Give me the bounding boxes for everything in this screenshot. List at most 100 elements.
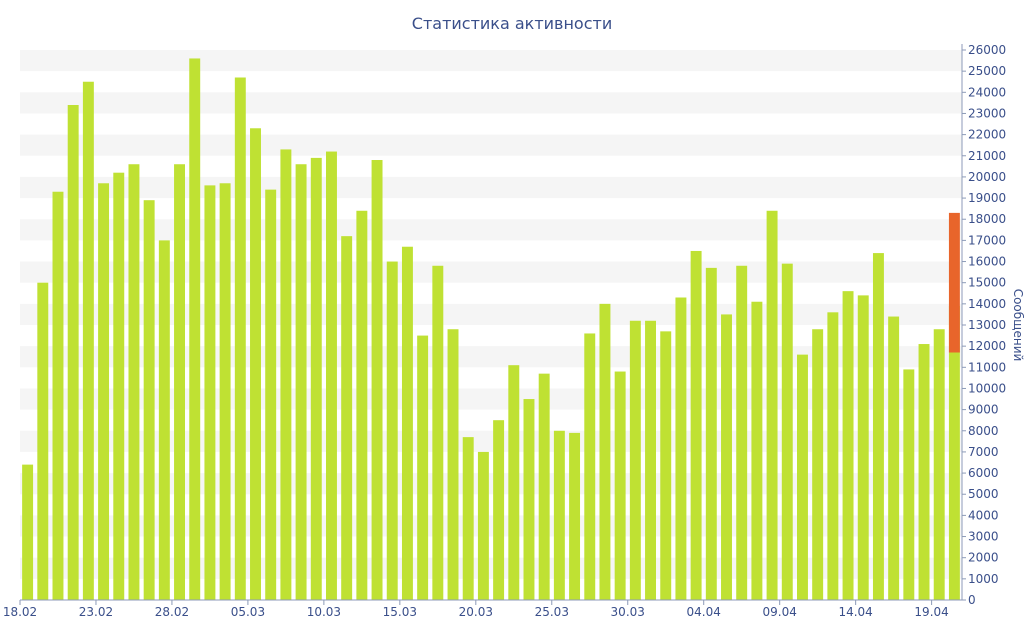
x-tick-label: 15.03	[383, 605, 417, 619]
bar	[629, 320, 641, 600]
y-tick-label: 5000	[968, 487, 999, 501]
bar	[508, 365, 520, 600]
y-tick-label: 8000	[968, 424, 999, 438]
y-tick-label: 24000	[968, 85, 1006, 99]
bar	[234, 77, 246, 600]
grid-band	[20, 50, 962, 72]
bar	[204, 185, 216, 600]
y-tick-label: 15000	[968, 276, 1006, 290]
bar	[295, 164, 307, 601]
x-tick-label: 04.04	[687, 605, 721, 619]
bar	[827, 312, 839, 600]
y-tick-label: 19000	[968, 191, 1006, 205]
bar	[933, 329, 945, 600]
x-tick-label: 14.04	[838, 605, 872, 619]
bar	[538, 373, 550, 600]
y-tick-label: 23000	[968, 106, 1006, 120]
x-tick-label: 18.02	[3, 605, 37, 619]
x-tick-label: 20.03	[459, 605, 493, 619]
bar	[812, 329, 824, 600]
bar	[948, 305, 960, 600]
grid-band	[20, 176, 962, 199]
bar	[736, 265, 748, 600]
x-tick-label: 25.03	[535, 605, 569, 619]
bar	[888, 316, 900, 600]
x-tick-label: 28.02	[155, 605, 189, 619]
bar	[705, 267, 717, 600]
bar	[660, 331, 672, 600]
x-tick-label: 09.04	[762, 605, 796, 619]
bar	[462, 437, 474, 600]
bar	[113, 172, 125, 600]
bar	[386, 261, 398, 600]
bar	[477, 451, 489, 600]
y-tick-label: 7000	[968, 445, 999, 459]
bar	[797, 354, 808, 600]
y-tick-label: 10000	[968, 381, 1006, 395]
bar	[326, 151, 337, 601]
y-tick-label: 6000	[968, 466, 999, 480]
bar	[645, 320, 656, 600]
x-tick-label: 05.03	[231, 605, 265, 619]
bar	[189, 58, 201, 600]
bar	[143, 200, 155, 600]
bar	[52, 191, 64, 601]
y-tick-label: 20000	[968, 170, 1006, 184]
bar	[128, 164, 140, 601]
y-tick-label: 3000	[968, 530, 999, 544]
bar	[22, 464, 34, 600]
bar	[857, 295, 869, 600]
bar	[280, 149, 292, 601]
bar	[872, 253, 884, 600]
y-tick-label: 26000	[968, 43, 1006, 57]
bar	[842, 291, 854, 600]
bar	[493, 420, 505, 600]
grid-band	[20, 219, 962, 241]
bar	[82, 81, 94, 601]
x-tick-label: 30.03	[611, 605, 645, 619]
bar	[447, 329, 459, 600]
bar	[417, 335, 429, 600]
bar	[341, 236, 353, 600]
bar	[250, 128, 261, 600]
highlight-bar	[948, 212, 960, 353]
bar	[690, 250, 702, 600]
y-tick-label: 11000	[968, 360, 1006, 374]
y-tick-label: 22000	[968, 128, 1006, 142]
bar	[584, 333, 596, 600]
y-axis-label: Сообщений	[1011, 289, 1024, 362]
y-tick-label: 12000	[968, 339, 1006, 353]
x-tick-label: 10.03	[307, 605, 341, 619]
y-tick-label: 25000	[968, 64, 1006, 78]
bar	[766, 210, 778, 600]
bar	[310, 157, 322, 600]
bar	[356, 210, 368, 600]
y-tick-label: 17000	[968, 233, 1006, 247]
bar	[67, 105, 79, 600]
y-tick-label: 21000	[968, 149, 1006, 163]
bar	[721, 314, 732, 600]
x-tick-label: 19.04	[914, 605, 948, 619]
x-tick-label: 23.02	[79, 605, 113, 619]
bar	[371, 160, 383, 600]
bar	[98, 183, 110, 600]
bar	[553, 430, 565, 600]
y-tick-label: 14000	[968, 297, 1006, 311]
bar	[37, 282, 49, 600]
bar	[614, 371, 626, 600]
bar	[751, 301, 763, 600]
y-tick-label: 13000	[968, 318, 1006, 332]
bar	[174, 164, 185, 601]
y-tick-label: 0	[968, 593, 976, 607]
y-tick-label: 1000	[968, 572, 999, 586]
grid-band	[20, 92, 962, 114]
bar	[432, 265, 444, 600]
y-tick-label: 4000	[968, 508, 999, 522]
bar	[903, 369, 915, 600]
bar	[523, 399, 535, 600]
bar	[569, 432, 581, 600]
bar	[158, 240, 170, 600]
chart-title: Статистика активности	[411, 14, 613, 33]
